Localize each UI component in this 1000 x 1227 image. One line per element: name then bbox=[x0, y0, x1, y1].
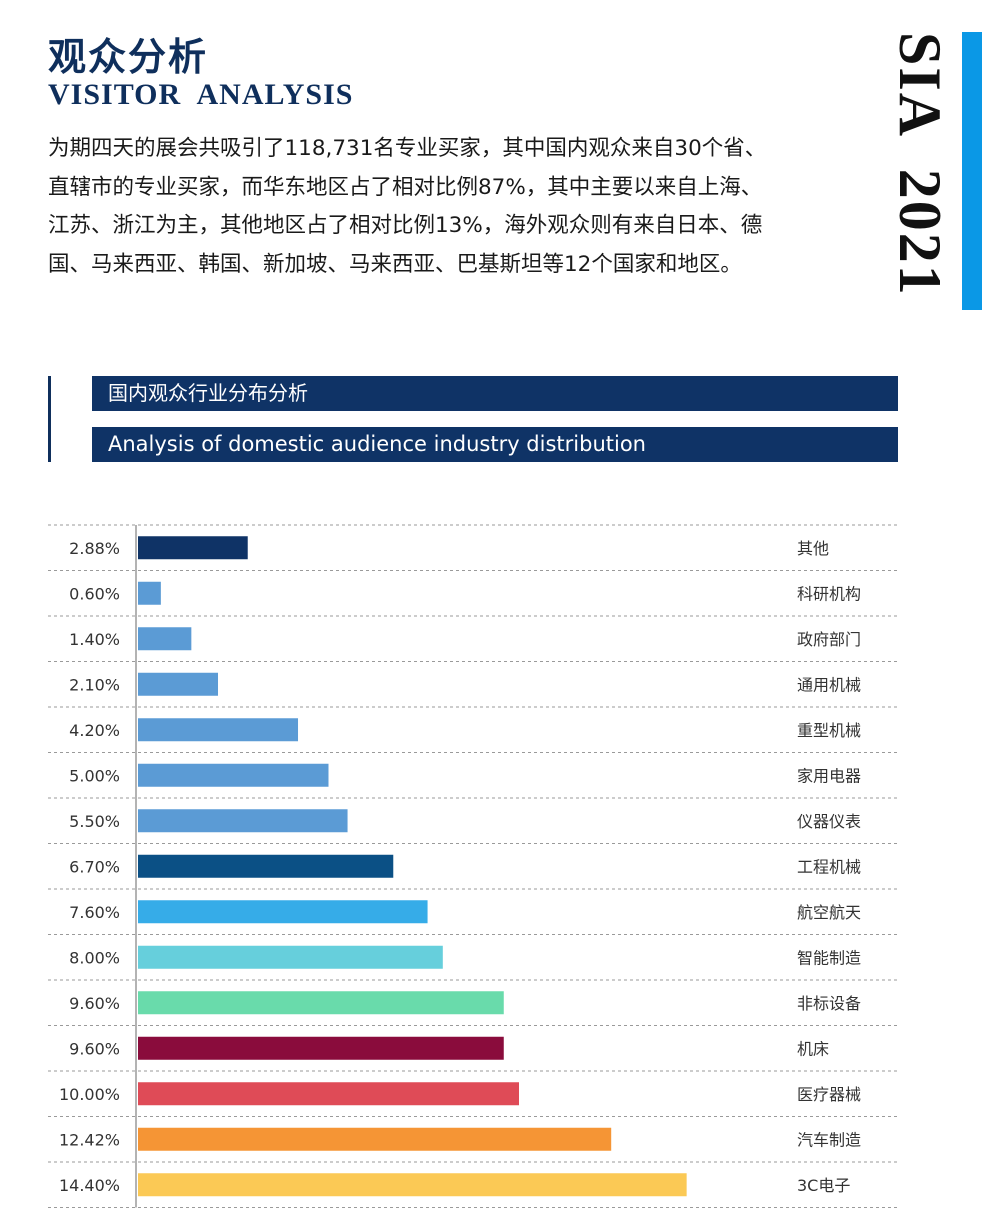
category-label: 仪器仪表 bbox=[797, 812, 861, 831]
value-label: 0.60% bbox=[69, 584, 120, 603]
bar-12 bbox=[138, 1036, 504, 1060]
value-label: 2.10% bbox=[69, 675, 120, 694]
value-label: 12.42% bbox=[59, 1130, 120, 1149]
value-label: 8.00% bbox=[69, 948, 120, 967]
bar-2 bbox=[138, 581, 161, 605]
value-label: 2.88% bbox=[69, 539, 120, 558]
value-label: 9.60% bbox=[69, 994, 120, 1013]
section-title-cn: 国内观众行业分布分析 bbox=[92, 376, 898, 411]
category-label: 汽车制造 bbox=[797, 1130, 861, 1149]
value-label: 6.70% bbox=[69, 857, 120, 876]
bar-15 bbox=[138, 1173, 687, 1197]
category-label: 家用电器 bbox=[797, 766, 861, 785]
bar-1 bbox=[138, 536, 248, 560]
category-label: 工程机械 bbox=[797, 857, 861, 876]
value-label: 9.60% bbox=[69, 1039, 120, 1058]
bar-5 bbox=[138, 718, 299, 742]
bar-8 bbox=[138, 854, 394, 878]
category-label: 3C电子 bbox=[797, 1176, 850, 1195]
bar-9 bbox=[138, 900, 428, 924]
section-title-en: Analysis of domestic audience industry d… bbox=[92, 427, 898, 462]
bar-13 bbox=[138, 1082, 519, 1106]
category-label: 通用机械 bbox=[797, 675, 861, 694]
value-label: 5.50% bbox=[69, 812, 120, 831]
value-label: 14.40% bbox=[59, 1176, 120, 1195]
bar-4 bbox=[138, 672, 219, 696]
value-label: 1.40% bbox=[69, 630, 120, 649]
value-label: 4.20% bbox=[69, 721, 120, 740]
category-label: 重型机械 bbox=[797, 721, 861, 740]
intro-paragraph: 为期四天的展会共吸引了118,731名专业买家，其中国内观众来自30个省、直辖市… bbox=[48, 136, 767, 277]
category-label: 非标设备 bbox=[797, 994, 861, 1013]
category-label: 其他 bbox=[797, 539, 829, 558]
accent-bar bbox=[962, 32, 982, 310]
category-label: 航空航天 bbox=[797, 903, 861, 922]
bar-7 bbox=[138, 809, 348, 833]
bar-10 bbox=[138, 945, 443, 969]
category-label: 机床 bbox=[797, 1039, 829, 1058]
bar-11 bbox=[138, 991, 504, 1015]
value-label: 5.00% bbox=[69, 766, 120, 785]
page-title-en: VISITOR ANALYSIS bbox=[48, 78, 354, 111]
category-label: 科研机构 bbox=[797, 584, 861, 603]
bar-6 bbox=[138, 763, 329, 787]
bar-14 bbox=[138, 1127, 612, 1151]
category-label: 医疗器械 bbox=[797, 1085, 861, 1104]
value-label: 10.00% bbox=[59, 1085, 120, 1104]
page-title-cn: 观众分析 bbox=[48, 34, 209, 79]
category-label: 智能制造 bbox=[797, 948, 861, 967]
bar-3 bbox=[138, 627, 192, 651]
value-label: 7.60% bbox=[69, 903, 120, 922]
section-divider-line bbox=[48, 376, 51, 462]
category-label: 政府部门 bbox=[797, 630, 861, 649]
